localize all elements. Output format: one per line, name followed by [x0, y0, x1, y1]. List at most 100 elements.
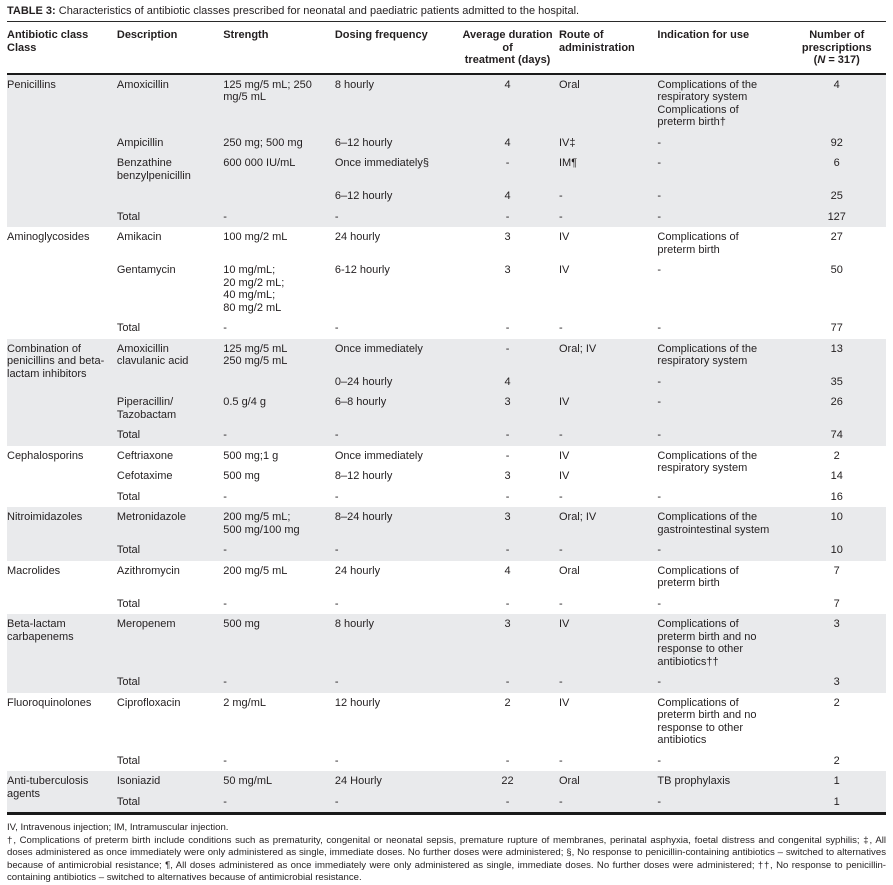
- prescription-count-cell: 2: [833, 696, 840, 709]
- indication-cell: Complications of the gastrointestinal sy…: [657, 507, 788, 540]
- prescription-count-cell: 1: [787, 771, 886, 792]
- antibiotic-class-cell: Cephalosporins: [7, 449, 84, 462]
- route-cell: -: [558, 490, 563, 503]
- prescription-count-cell: 35: [787, 371, 886, 392]
- table-row: Total - - - - -1: [7, 791, 886, 814]
- duration-cell: 3: [456, 392, 559, 425]
- column-header-desc: Description: [116, 22, 224, 75]
- dosing-frequency-cell: Once immediately§: [334, 153, 457, 186]
- indication-cell: Complications of the respiratory system: [657, 449, 758, 475]
- strength-cell: 500 mg: [223, 470, 260, 482]
- indication-cell: -: [657, 153, 788, 186]
- table-row: Penicillins Amoxicillin 125 mg/5 mL; 250 m…: [7, 73, 886, 227]
- duration-cell: -: [456, 540, 559, 561]
- prescription-count-cell: 74: [787, 425, 886, 446]
- duration-cell: -: [456, 338, 559, 372]
- prescription-count-cell: 14: [830, 470, 843, 482]
- description-cell: Amikacin: [116, 231, 162, 243]
- dosing-frequency-cell: 8 hourly: [334, 614, 457, 672]
- description-cell: Meropenem: [116, 614, 224, 672]
- table-row: Total - - - - -127: [7, 206, 886, 227]
- description-cell: Total: [116, 791, 224, 814]
- duration-cell: 4: [456, 73, 559, 133]
- indication-cell: -: [657, 754, 662, 767]
- strength-cell: 200 mg/5 mL: [223, 564, 288, 577]
- strength-cell: -: [223, 322, 227, 334]
- indication-cell: Complications of the respiratory system …: [657, 73, 788, 133]
- strength-cell: -: [223, 672, 335, 693]
- description-cell: Total: [116, 754, 141, 767]
- dosing-frequency-cell: 0–24 hourly: [334, 371, 457, 392]
- description-cell: Ciprofloxacin: [116, 696, 181, 709]
- route-cell: IV: [558, 264, 570, 276]
- strength-cell: -: [223, 425, 335, 446]
- dosing-frequency-cell: -: [334, 490, 339, 503]
- description-cell: Metronidazole: [116, 507, 224, 540]
- table-row: Total - - - - - 16: [7, 487, 886, 508]
- strength-cell: 125 mg/5 mL; 250 mg/5 mL: [223, 73, 335, 133]
- strength-cell: 200 mg/5 mL; 500 mg/100 mg: [223, 507, 335, 540]
- dosing-frequency-cell: -: [334, 206, 457, 227]
- strength-cell: 600 000 IU/mL: [223, 153, 335, 186]
- dosing-frequency-cell: 8–12 hourly: [334, 470, 393, 482]
- indication-cell: -: [657, 672, 788, 693]
- strength-cell: 10 mg/mL; 20 mg/2 mL; 40 mg/mL; 80 mg/2 …: [223, 264, 285, 314]
- strength-cell: -: [223, 754, 227, 767]
- column-header-dosing: Dosing frequency: [334, 22, 457, 75]
- indication-cell: -: [657, 791, 788, 814]
- description-cell: Cefotaxime: [116, 470, 173, 482]
- indication-cell: -: [657, 490, 662, 503]
- duration-cell: 4: [504, 564, 511, 577]
- table-row: Gentamycin 10 mg/mL; 20 mg/2 mL; 40 mg/mL…: [7, 260, 886, 318]
- duration-cell: -: [456, 425, 559, 446]
- route-cell: IV: [558, 231, 570, 243]
- duration-cell: 4: [456, 132, 559, 153]
- route-cell: IV: [558, 696, 570, 709]
- dosing-frequency-cell: -: [334, 540, 457, 561]
- table-row: Beta-lactam carbapenems Meropenem 500 mg 8 …: [7, 614, 886, 693]
- table-title: TABLE 3: Characteristics of antibiotic c…: [7, 5, 886, 22]
- indication-cell: -: [657, 322, 662, 334]
- indication-cell: Complications of preterm birth: [657, 231, 739, 256]
- table-row: Total - - - - - 7: [7, 594, 886, 615]
- prescription-count-cell: 2: [833, 754, 840, 767]
- table-row: Piperacillin/ Tazobactam 0.5 g/4 g 6–8 hou…: [7, 392, 886, 425]
- duration-cell: -: [505, 754, 510, 767]
- prescription-count-cell: 1: [787, 791, 886, 814]
- dosing-frequency-cell: -: [334, 425, 457, 446]
- strength-cell: 125 mg/5 mL 250 mg/5 mL: [223, 338, 335, 372]
- strength-cell: 0.5 g/4 g: [223, 392, 335, 425]
- dosing-frequency-cell: -: [334, 791, 457, 814]
- indication-cell: -: [657, 186, 788, 207]
- description-cell: Total: [116, 425, 224, 446]
- prescription-count-cell: 92: [787, 132, 886, 153]
- footnote-abbreviations: IV, Intravenous injection; IM, Intramusc…: [7, 822, 229, 833]
- route-cell: IV‡: [558, 132, 658, 153]
- dosing-frequency-cell: 6-12 hourly: [334, 264, 390, 276]
- duration-cell: 3: [456, 507, 559, 540]
- description-cell: [116, 371, 224, 392]
- strength-cell: 500 mg;1 g: [223, 449, 279, 462]
- dosing-frequency-cell: 6–8 hourly: [334, 392, 457, 425]
- route-cell: -: [558, 206, 658, 227]
- column-header-class: Antibiotic class Class: [7, 22, 117, 75]
- antibiotic-class-cell: Penicillins: [7, 73, 117, 227]
- indication-cell: TB prophylaxis: [657, 771, 788, 792]
- description-cell: Total: [116, 322, 141, 334]
- dosing-frequency-cell: -: [334, 597, 339, 610]
- dosing-frequency-cell: -: [334, 672, 457, 693]
- table-row: Total - - - - -10: [7, 540, 886, 561]
- prescription-count-cell: 16: [830, 490, 843, 503]
- indication-cell: Complications of preterm birth: [657, 564, 739, 590]
- description-cell: [116, 186, 224, 207]
- footnote-symbols: †, Complications of preterm birth includ…: [7, 834, 886, 884]
- column-header-route: Route of administration: [558, 22, 658, 75]
- dosing-frequency-cell: Once immediately: [334, 449, 423, 462]
- strength-cell: 250 mg; 500 mg: [223, 132, 335, 153]
- table-row: Aminoglycosides Amikacin 100 mg/2 mL 24 hou…: [7, 227, 886, 260]
- strength-cell: -: [223, 597, 227, 610]
- prescription-count-cell: 13: [787, 338, 886, 372]
- dosing-frequency-cell: -: [334, 754, 339, 767]
- prescription-count-cell: 50: [830, 264, 843, 276]
- strength-cell: -: [223, 490, 227, 503]
